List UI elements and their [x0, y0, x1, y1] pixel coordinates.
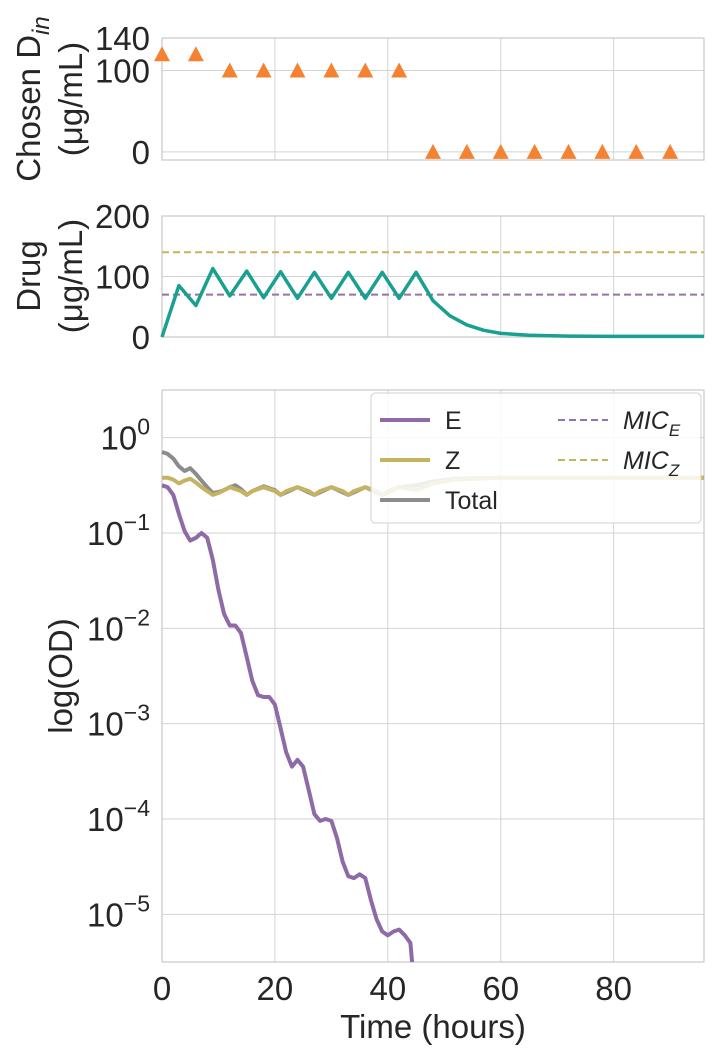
dose-marker — [255, 62, 272, 78]
x-tick-label: 60 — [482, 970, 519, 1007]
legend: E MICE Z MICZ Total — [370, 392, 702, 524]
dose-panel-frame — [161, 37, 705, 161]
drug-ylabel-line1: Drug — [10, 240, 47, 312]
dose-marker — [560, 143, 577, 159]
x-tick-label: 80 — [595, 970, 632, 1007]
drug-y-ticks: 0 100 200 — [95, 198, 150, 356]
y-tick-label: 10−1 — [87, 509, 150, 552]
y-tick-label: 10−4 — [87, 795, 150, 838]
dose-ylabel-line1: Chosen Din — [10, 16, 55, 181]
dose-ylabel-line2: (μg/mL) — [52, 42, 89, 156]
x-tick-label: 0 — [153, 970, 171, 1007]
dose-marker — [458, 143, 475, 159]
od-x-ticks: 0 20 40 60 80 — [153, 970, 632, 1007]
y-tick-label: 100 — [95, 53, 150, 90]
drug-line — [160, 266, 704, 339]
drug-panel-frame — [161, 215, 705, 338]
od-panel: 100 10−1 10−2 10−3 10−4 10−5 0 20 40 60 80 log(OD… — [42, 389, 705, 1045]
dose-marker — [154, 46, 170, 62]
dose-marker — [357, 62, 374, 78]
y-tick-label: 100 — [100, 414, 150, 457]
drug-ylabel-line2: (μg/mL) — [52, 219, 89, 333]
legend-label: Z — [445, 447, 460, 475]
legend-label: MICE — [623, 407, 681, 440]
od-ylabel: log(OD) — [42, 618, 79, 734]
x-tick-label: 40 — [369, 970, 406, 1007]
y-tick-label: 10−2 — [87, 604, 150, 647]
mic-lines — [162, 251, 704, 296]
y-tick-label: 140 — [95, 20, 150, 57]
dose-marker — [628, 143, 645, 159]
y-tick-label: 100 — [95, 259, 150, 296]
drug-concentration — [160, 266, 704, 339]
dose-marker — [662, 143, 679, 159]
legend-label: MICZ — [623, 447, 680, 480]
dose-marker — [526, 143, 543, 159]
x-tick-label: 20 — [257, 970, 294, 1007]
y-tick-label: 0 — [132, 134, 150, 171]
od-panel-frame — [161, 389, 705, 963]
dose-marker — [289, 62, 306, 78]
dose-marker — [323, 62, 340, 78]
od-line-e — [161, 483, 415, 963]
dose-marker — [221, 62, 238, 78]
legend-label: E — [445, 407, 462, 435]
drug-panel: 0 100 200 Drug (μg/mL) — [10, 198, 705, 356]
od-xlabel: Time (hours) — [340, 1008, 526, 1045]
dose-marker — [594, 143, 611, 159]
y-tick-label: 200 — [95, 198, 150, 235]
dose-marker — [425, 143, 441, 159]
y-tick-label: 0 — [132, 319, 150, 356]
dose-marker — [391, 62, 408, 78]
od-series — [161, 450, 704, 963]
dose-marker — [492, 143, 509, 159]
dose-markers — [154, 46, 679, 159]
y-tick-label: 10−3 — [87, 700, 150, 743]
legend-label: Total — [445, 487, 498, 515]
od-y-ticks: 100 10−1 10−2 10−3 10−4 10−5 — [87, 414, 150, 934]
dose-panel-grid — [162, 37, 704, 160]
legend-box — [370, 392, 702, 524]
y-tick-label: 10−5 — [87, 890, 150, 933]
dose-marker — [187, 46, 204, 62]
